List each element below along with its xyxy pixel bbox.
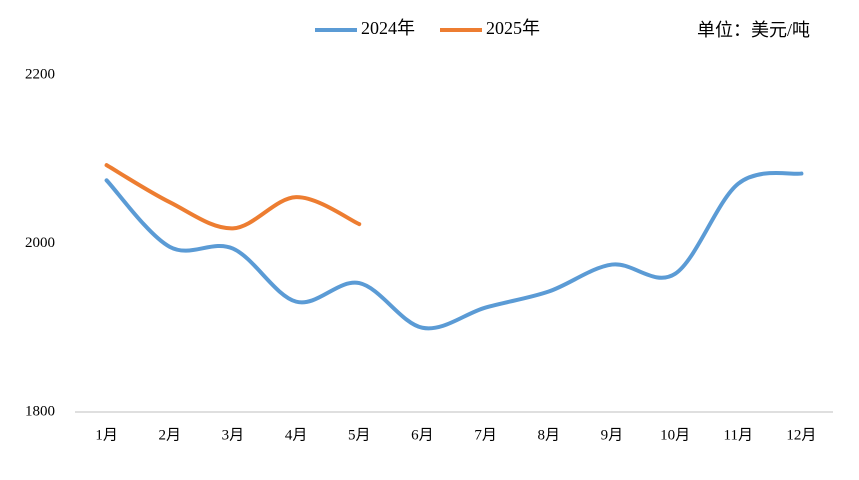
x-tick-label: 10月	[660, 427, 690, 443]
y-tick-label: 1800	[25, 403, 55, 419]
x-tick-label: 7月	[474, 427, 497, 443]
series-line	[104, 163, 362, 231]
x-tick-label: 12月	[786, 427, 816, 443]
x-tick-label: 2月	[158, 427, 181, 443]
series-line	[104, 170, 804, 331]
x-tick-label: 8月	[537, 427, 560, 443]
legend-label: 2025年	[486, 18, 540, 38]
x-tick-label: 11月	[724, 427, 753, 443]
y-tick-label: 2000	[25, 235, 55, 251]
y-tick-label: 2200	[25, 66, 55, 82]
x-tick-label: 3月	[222, 427, 245, 443]
x-tick-label: 9月	[601, 427, 624, 443]
x-tick-label: 4月	[285, 427, 308, 443]
x-tick-label: 5月	[348, 427, 371, 443]
x-tick-label: 6月	[411, 427, 434, 443]
x-tick-label: 1月	[95, 427, 118, 443]
unit-label: 单位：美元/吨	[697, 20, 810, 40]
legend-label: 2024年	[361, 18, 415, 38]
